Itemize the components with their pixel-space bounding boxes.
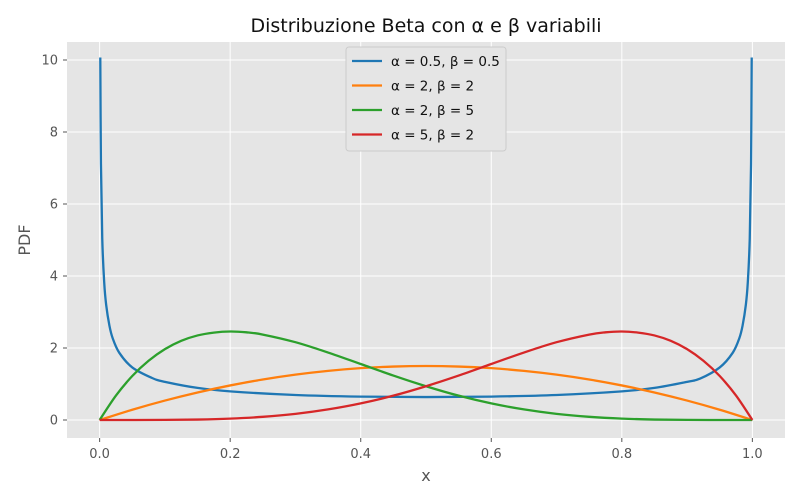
series-lines (98, 57, 754, 422)
legend-label-2: α = 2, β = 2 (391, 79, 474, 95)
x-tick-label: 0.0 (89, 447, 110, 462)
series-line-1 (99, 57, 753, 399)
y-tick-label: 6 (50, 198, 58, 213)
x-tick-label: 0.8 (611, 447, 632, 462)
y-axis-ticks: 0 2 4 6 8 10 (41, 54, 67, 429)
legend-label-3: α = 2, β = 5 (391, 103, 474, 119)
y-axis-label: PDF (15, 224, 34, 255)
x-tick-label: 0.2 (220, 447, 241, 462)
legend: α = 0.5, β = 0.5 α = 2, β = 2 α = 2, β = 5… (345, 46, 507, 152)
x-tick-label: 0.6 (481, 447, 502, 462)
x-tick-label: 0.4 (350, 447, 371, 462)
x-axis-ticks: 0.0 0.2 0.4 0.6 0.8 1.0 (89, 438, 763, 462)
y-tick-label: 8 (50, 126, 58, 141)
x-tick-label: 1.0 (742, 447, 763, 462)
y-tick-label: 4 (50, 270, 58, 285)
x-axis-label: x (421, 466, 430, 485)
legend-box (345, 46, 507, 152)
legend-label-4: α = 5, β = 2 (391, 128, 474, 144)
series-line-3 (98, 330, 753, 422)
y-tick-label: 0 (50, 414, 58, 429)
series-line-4 (99, 330, 754, 422)
y-tick-label: 2 (50, 342, 58, 357)
chart-title: Distribuzione Beta con α e β variabili (250, 15, 601, 37)
y-tick-label: 10 (41, 54, 58, 69)
series-line-2 (99, 364, 753, 422)
legend-label-1: α = 0.5, β = 0.5 (391, 54, 500, 70)
